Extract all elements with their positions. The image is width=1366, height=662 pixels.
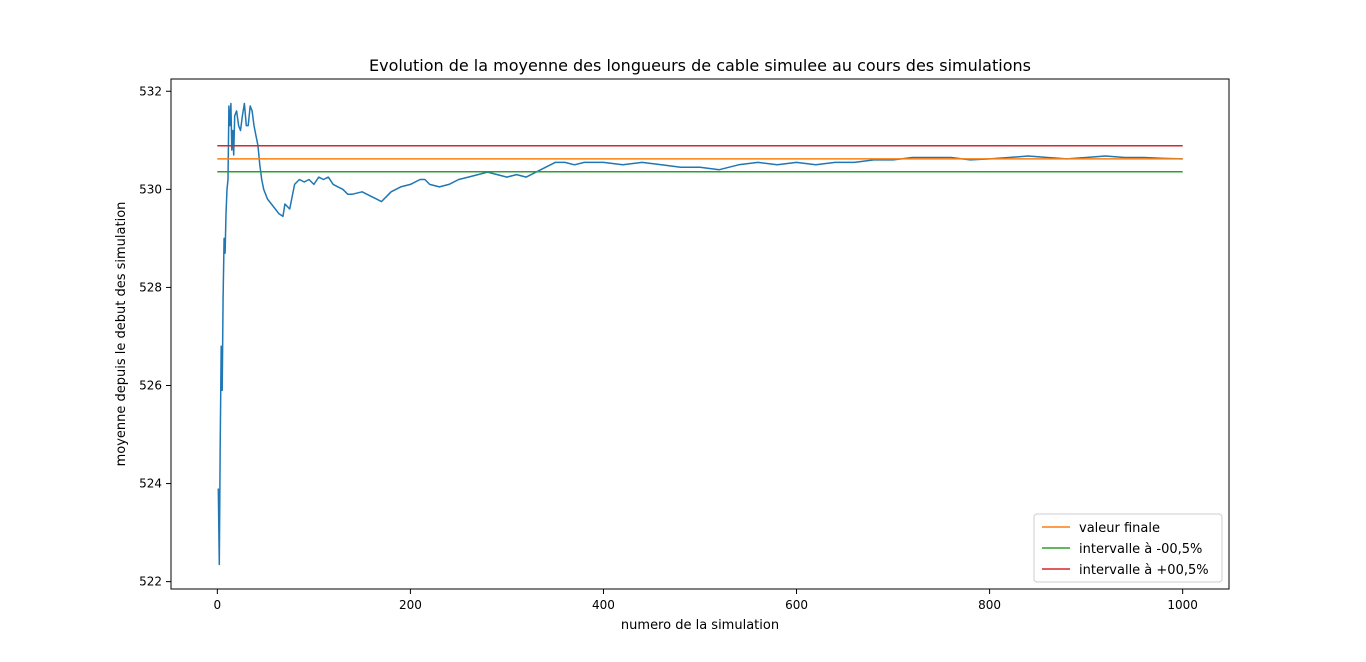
y-axis-label: moyenne depuis le debut des simulation (114, 202, 129, 467)
x-tick-label: 1000 (1167, 598, 1198, 612)
y-tick-label: 532 (139, 84, 162, 98)
x-tick-label: 800 (978, 598, 1001, 612)
y-tick-label: 526 (139, 378, 162, 392)
plot-frame (170, 78, 1230, 590)
x-axis-label: numero de la simulation (621, 618, 779, 633)
x-tick-label: 400 (592, 598, 615, 612)
y-axis: 522 524 526 528 530 532 (139, 84, 171, 589)
x-tick-label: 200 (399, 598, 422, 612)
legend: valeur finale intervalle à -00,5% interval… (1033, 513, 1223, 583)
legend-box (1033, 513, 1223, 583)
legend-label: intervalle à -00,5% (1079, 542, 1202, 557)
x-tick-label: 0 (214, 598, 222, 612)
y-tick-label: 530 (139, 182, 162, 196)
chart-title: Evolution de la moyenne des longueurs de… (369, 56, 1031, 75)
x-axis: 0 200 400 600 800 1000 (214, 589, 1198, 612)
x-tick-label: 600 (785, 598, 808, 612)
y-tick-label: 524 (139, 477, 162, 491)
legend-label: intervalle à +00,5% (1079, 563, 1209, 578)
y-tick-label: 528 (139, 280, 162, 294)
series-line-mean (217, 102, 1183, 566)
y-tick-label: 522 (139, 575, 162, 589)
legend-label: valeur finale (1079, 521, 1160, 536)
